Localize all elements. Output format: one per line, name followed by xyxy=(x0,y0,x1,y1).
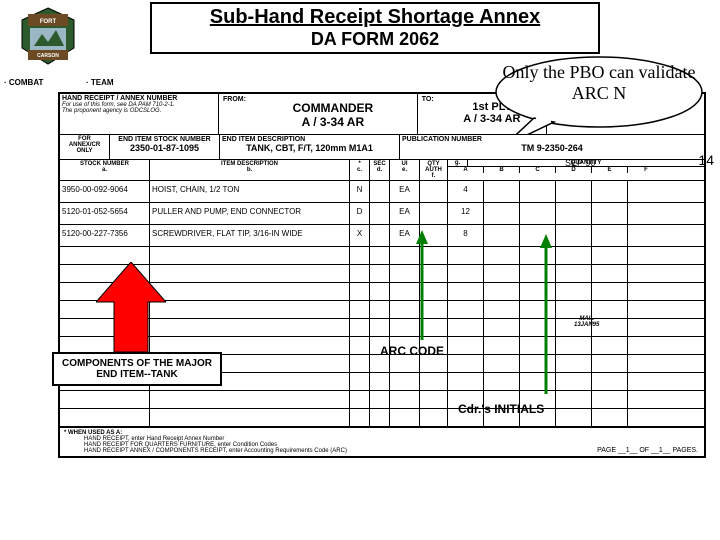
blank-row xyxy=(60,391,704,409)
sep90-text: SEP 90 xyxy=(565,158,595,168)
callout-text: Only the PBO can validate ARC N xyxy=(494,56,704,109)
col-ui: UI e. xyxy=(390,160,420,180)
arc-code-label: ARC CODE xyxy=(380,344,444,358)
green-arrow-arc-icon xyxy=(416,230,428,340)
col-sec: SEC d. xyxy=(370,160,390,180)
end-stock-box: END ITEM STOCK NUMBER 2350-01-87-1095 xyxy=(110,135,220,159)
from-value: COMMANDER A / 3-34 AR xyxy=(251,95,415,133)
cdr-initials-label: Cdr.'s INITIALS xyxy=(458,402,544,416)
components-label: COMPONENTS OF THE MAJOR END ITEM--TANK xyxy=(52,352,222,386)
title-sub: DA FORM 2062 xyxy=(158,29,592,50)
col-stock: STOCK NUMBER a. xyxy=(60,160,150,180)
mail-label: MAIL 13JAN95 xyxy=(574,316,599,328)
end-desc-box: END ITEM DESCRIPTION TANK, CBT, F/T, 120… xyxy=(220,135,400,159)
team-label: · TEAM xyxy=(86,78,114,87)
title-box: Sub-Hand Receipt Shortage Annex DA FORM … xyxy=(150,2,600,54)
from-box: FROM: COMMANDER A / 3-34 AR xyxy=(219,94,418,134)
page-number-14: 14 xyxy=(698,152,714,168)
table-row: 5120-00-227-7356SCREWDRIVER, FLAT TIP, 3… xyxy=(60,225,704,247)
table-row: 3950-00-092-9064HOIST, CHAIN, 1/2 TONNEA… xyxy=(60,181,704,203)
pub-box: PUBLICATION NUMBER TM 9-2350-264 xyxy=(400,135,704,159)
table-row: 5120-01-052-5654PULLER AND PUMP, END CON… xyxy=(60,203,704,225)
callout-bubble: Only the PBO can validate ARC N xyxy=(494,56,704,134)
svg-text:FORT: FORT xyxy=(40,19,57,25)
green-arrow-cdr-icon xyxy=(540,234,552,394)
fort-carson-logo: FORT CARSON xyxy=(18,6,78,66)
red-up-arrow-icon xyxy=(96,262,166,352)
combat-label: · COMBAT xyxy=(4,78,43,87)
svg-text:CARSON: CARSON xyxy=(37,53,59,59)
col-qty: QTY AUTH f. xyxy=(420,160,448,180)
col-c: * c. xyxy=(350,160,370,180)
title-main: Sub-Hand Receipt Shortage Annex xyxy=(158,6,592,29)
blank-row xyxy=(60,409,704,427)
col-desc: ITEM DESCRIPTION b. xyxy=(150,160,350,180)
annex-label: FOR ANNEX/CR ONLY xyxy=(60,135,110,159)
hand-receipt-box: HAND RECEIPT / ANNEX NUMBER For use of t… xyxy=(60,94,219,134)
form-footer: * WHEN USED AS A: HAND RECEIPT, enter Ha… xyxy=(60,427,704,456)
